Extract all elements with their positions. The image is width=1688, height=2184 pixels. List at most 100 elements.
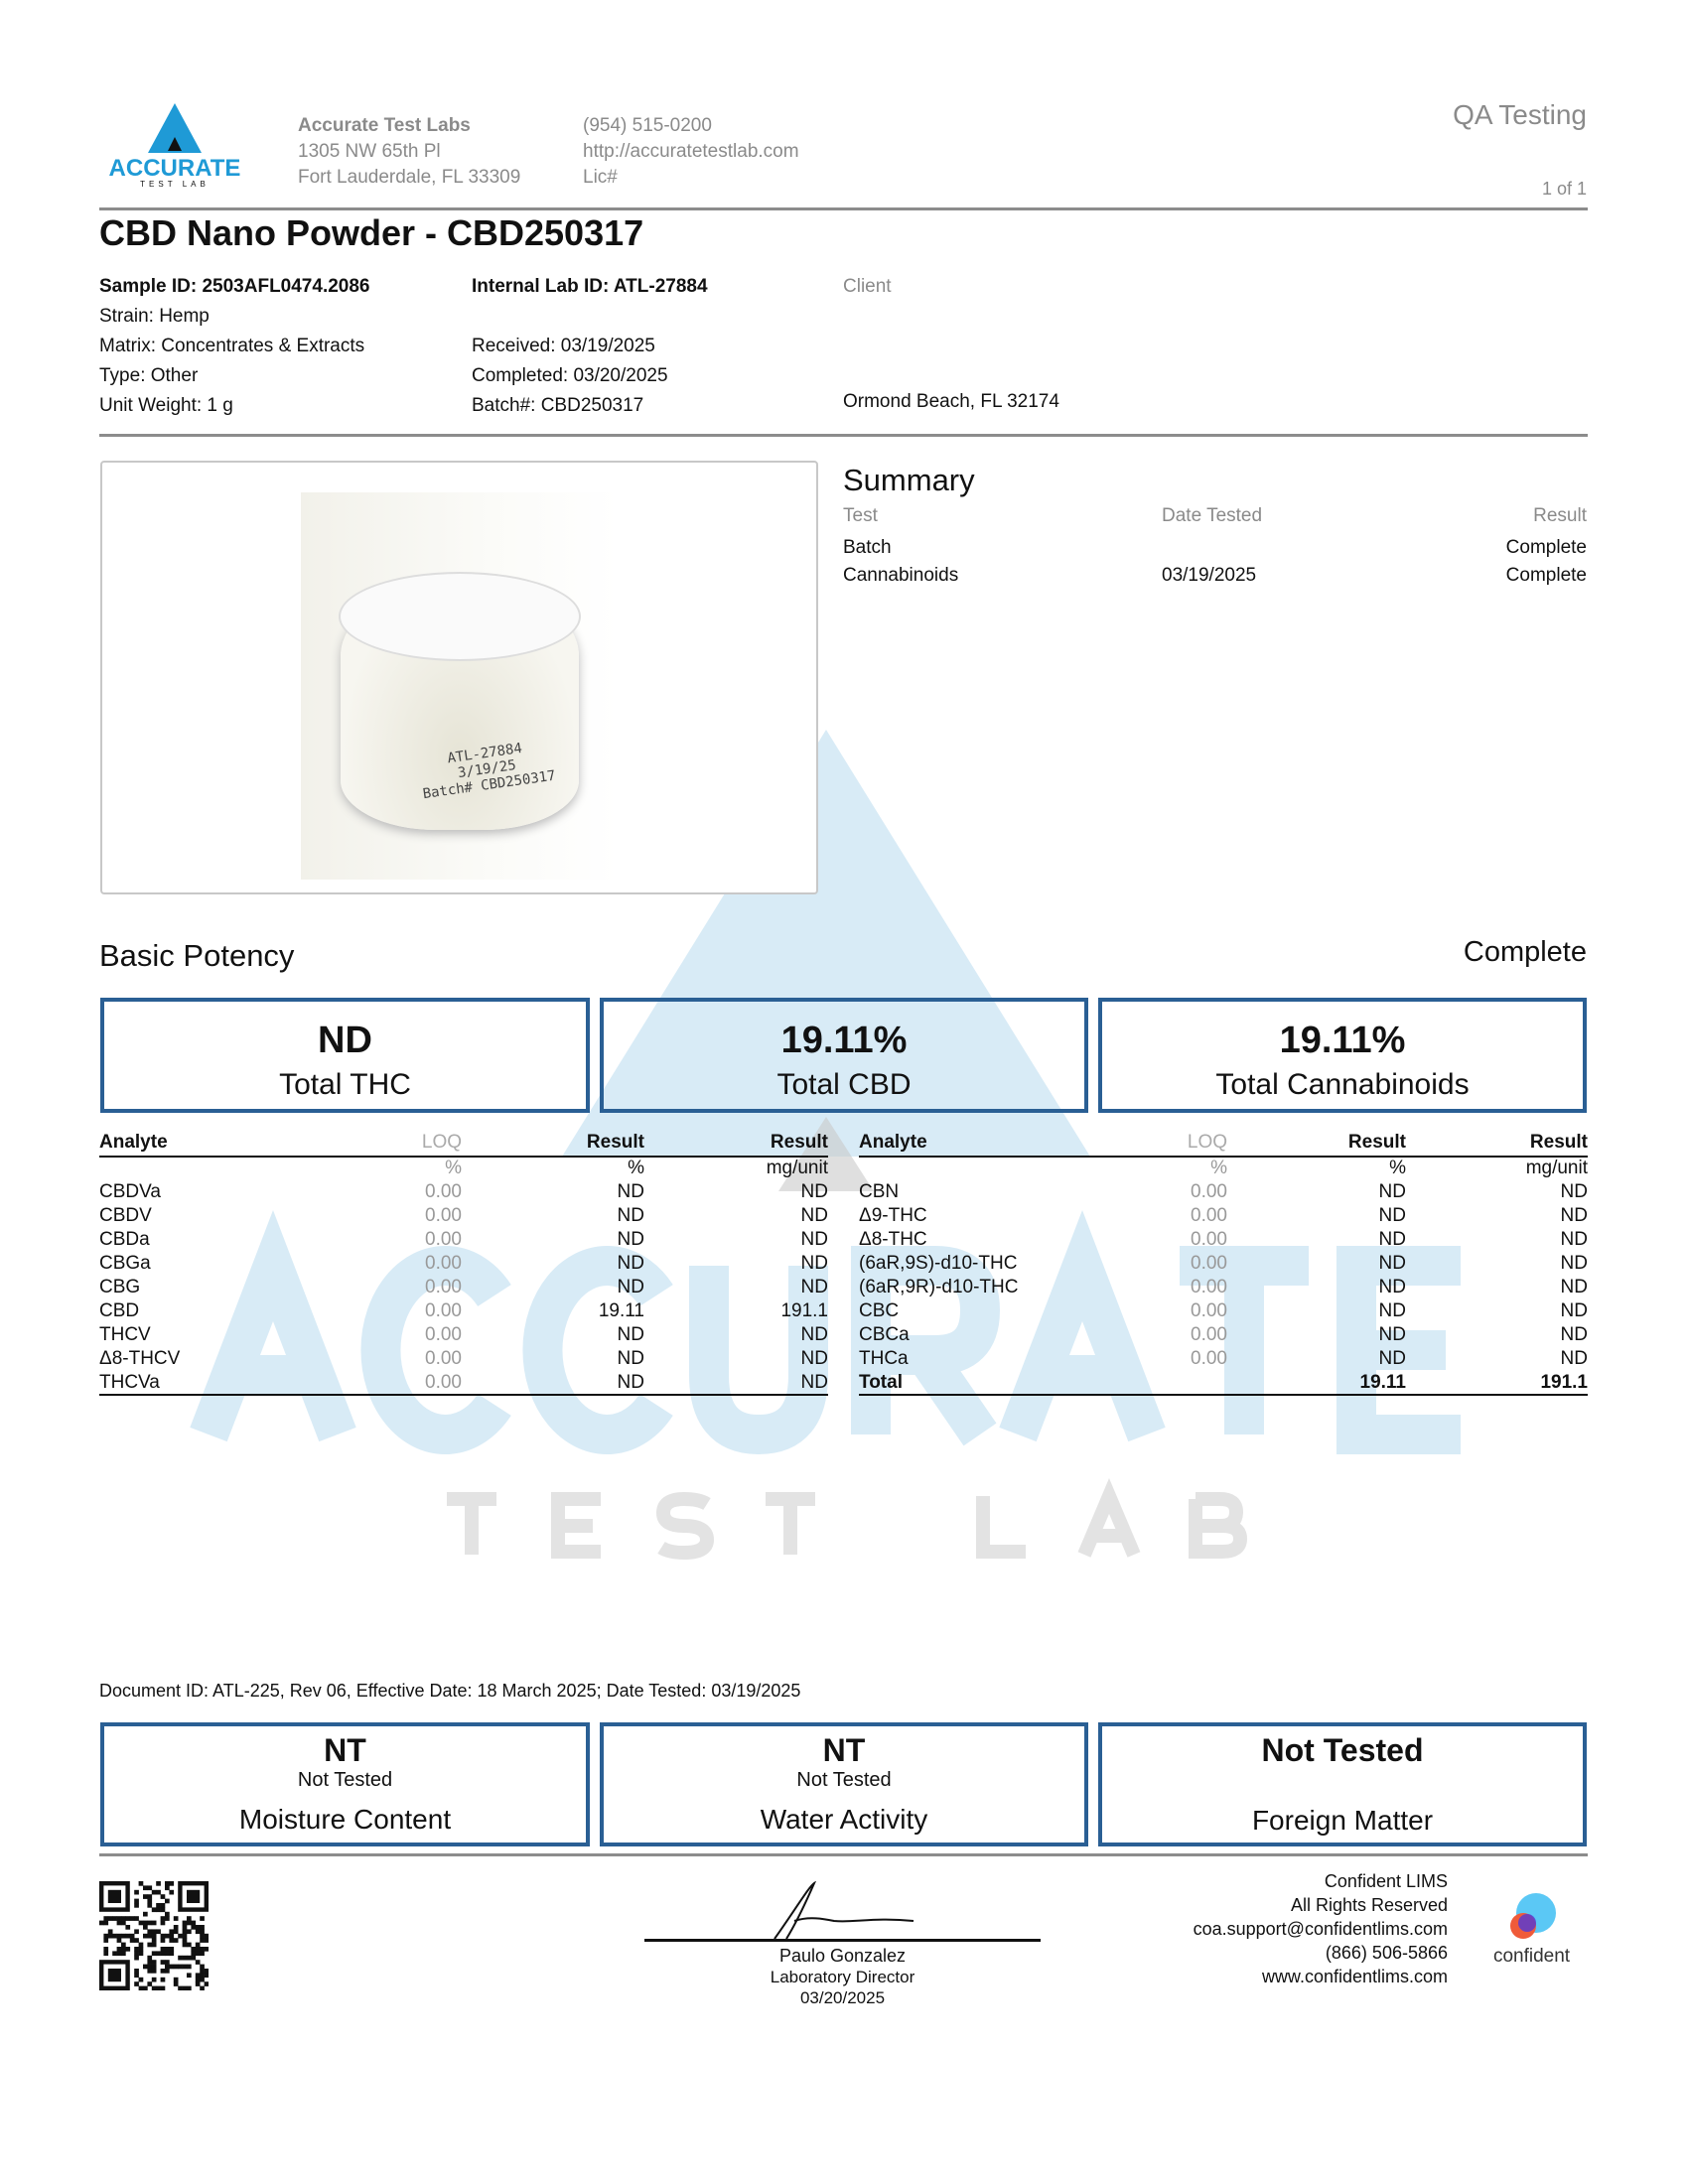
unit-loq: % <box>445 1158 462 1178</box>
moisture-content-box: NT Not Tested Moisture Content <box>100 1722 590 1846</box>
client-label: Client <box>843 276 892 297</box>
page-number: 1 of 1 <box>1541 179 1587 199</box>
potency-status: Complete <box>1463 936 1587 968</box>
qr-code[interactable] <box>99 1881 209 1990</box>
analyte-name: (6aR,9R)-d10-THC <box>859 1277 1019 1297</box>
result-percent: ND <box>617 1253 644 1274</box>
table-row: Δ8-THC 0.00 ND ND <box>859 1229 1588 1253</box>
logo-subtext: TEST LAB <box>140 180 210 189</box>
box-subtext <box>1102 1769 1583 1793</box>
watermark-small-letter <box>551 1492 601 1559</box>
loq-value: 0.00 <box>425 1181 462 1202</box>
lab-address-2: Fort Lauderdale, FL 33309 <box>298 167 521 188</box>
result-percent: ND <box>617 1229 644 1250</box>
confident-logo-text: confident <box>1492 1946 1571 1967</box>
result-mg: ND <box>1560 1348 1588 1369</box>
summary-test: Batch <box>843 537 892 558</box>
loq-value: 0.00 <box>425 1372 462 1393</box>
foreign-matter-box: Not Tested Foreign Matter <box>1098 1722 1587 1846</box>
col-loq: LOQ <box>421 1132 462 1153</box>
analyte-name: Total <box>859 1372 903 1393</box>
signature-date: 03/20/2025 <box>799 1988 886 2007</box>
table-row: THCVa 0.00 ND ND <box>99 1372 828 1396</box>
sample-id: Sample ID: 2503AFL0474.2086 <box>99 276 370 297</box>
logo-triangle-icon <box>148 103 202 153</box>
summary-col-test: Test <box>843 505 878 526</box>
watermark-accurate-letters <box>190 1209 1461 1455</box>
box-label: Total THC <box>279 1068 411 1101</box>
result-mg: ND <box>1560 1205 1588 1226</box>
unit-result: % <box>1389 1158 1406 1178</box>
table-row: CBGa 0.00 ND ND <box>99 1253 828 1277</box>
lab-license: Lic# <box>583 167 618 188</box>
watermark-letter <box>360 1246 511 1454</box>
potency-table-left: Analyte LOQ Result Result%% mg/unit CBDVa 0.00… <box>99 1132 828 1396</box>
result-percent: ND <box>617 1205 644 1226</box>
loq-value: 0.00 <box>425 1324 462 1345</box>
summary-row: Batch Complete <box>843 538 1587 562</box>
table-row: CBD 0.00 19.11 191.1 <box>99 1300 828 1324</box>
box-value: ND <box>318 1020 372 1061</box>
lab-website[interactable]: http://accuratetestlab.com <box>583 141 799 162</box>
document-type: QA Testing <box>1453 99 1587 130</box>
table-row: THCa 0.00 ND ND <box>859 1348 1588 1372</box>
table-row: CBC 0.00 ND ND <box>859 1300 1588 1324</box>
internal-lab-id: Internal Lab ID: ATL-27884 <box>472 276 708 297</box>
signature-image <box>774 1881 914 1940</box>
summary-row: Cannabinoids 03/19/2025 Complete <box>843 566 1587 590</box>
watermark-small-letter <box>655 1491 715 1561</box>
page-title: CBD Nano Powder - CBD250317 <box>99 212 644 253</box>
loq-value: 0.00 <box>425 1205 462 1226</box>
signer-name: Paulo Gonzalez <box>778 1946 907 1966</box>
col-result-mg: Result <box>1529 1132 1588 1153</box>
result-mg: ND <box>1560 1324 1588 1345</box>
total-cannabinoids-box: 19.11% Total Cannabinoids <box>1098 998 1587 1113</box>
box-value: NT <box>822 1732 866 1768</box>
result-mg: ND <box>1560 1277 1588 1297</box>
analyte-name: THCa <box>859 1348 909 1369</box>
total-cbd-box: 19.11% Total CBD <box>600 998 1088 1113</box>
loq-value: 0.00 <box>1191 1181 1227 1202</box>
loq-value: 0.00 <box>425 1300 462 1321</box>
loq-value: 0.00 <box>425 1229 462 1250</box>
watermark-small-letter <box>447 1492 496 1555</box>
table-header: Analyte LOQ Result Result <box>859 1132 1588 1158</box>
result-percent: ND <box>1378 1253 1406 1274</box>
table-units: %% mg/unit <box>859 1158 1588 1181</box>
watermark-triangle-notch <box>778 1117 874 1191</box>
analyte-name: CBDVa <box>99 1181 161 1202</box>
table-row: THCV 0.00 ND ND <box>99 1324 828 1348</box>
lims-email[interactable]: coa.support@confidentlims.com <box>1193 1919 1448 1939</box>
box-label: Moisture Content <box>238 1804 452 1835</box>
summary-test: Cannabinoids <box>843 565 959 586</box>
analyte-name: Δ9-THC <box>859 1205 927 1226</box>
col-result-mg: Result <box>770 1132 828 1153</box>
summary-result: Complete <box>1505 537 1587 558</box>
result-percent: ND <box>1378 1300 1406 1321</box>
result-mg: 191.1 <box>780 1300 828 1321</box>
table-row: CBDV 0.00 ND ND <box>99 1205 828 1229</box>
col-analyte: Analyte <box>859 1132 927 1153</box>
batch-number: Batch#: CBD250317 <box>472 395 644 416</box>
lims-website[interactable]: www.confidentlims.com <box>1261 1967 1448 1986</box>
result-mg: 191.1 <box>1540 1372 1588 1393</box>
result-mg: ND <box>800 1229 828 1250</box>
watermark-small-letter <box>1189 1492 1248 1559</box>
confident-logo: confident <box>1484 1891 1579 1968</box>
watermark-letter <box>689 1266 828 1455</box>
signature-line <box>644 1939 1041 1942</box>
lims-phone: (866) 506-5866 <box>1325 1943 1448 1963</box>
table-header: Analyte LOQ Result Result <box>99 1132 828 1158</box>
box-label: Total CBD <box>776 1068 912 1101</box>
loq-value: 0.00 <box>1191 1300 1227 1321</box>
result-mg: ND <box>800 1277 828 1297</box>
section-title: Basic Potency <box>99 938 295 973</box>
type: Type: Other <box>99 365 199 386</box>
table-row: Δ9-THC 0.00 ND ND <box>859 1205 1588 1229</box>
analyte-name: CBCa <box>859 1324 910 1345</box>
received-date: Received: 03/19/2025 <box>472 336 655 356</box>
box-value: 19.11% <box>1279 1020 1406 1061</box>
analyte-name: (6aR,9S)-d10-THC <box>859 1253 1018 1274</box>
loq-value: 0.00 <box>1191 1253 1227 1274</box>
